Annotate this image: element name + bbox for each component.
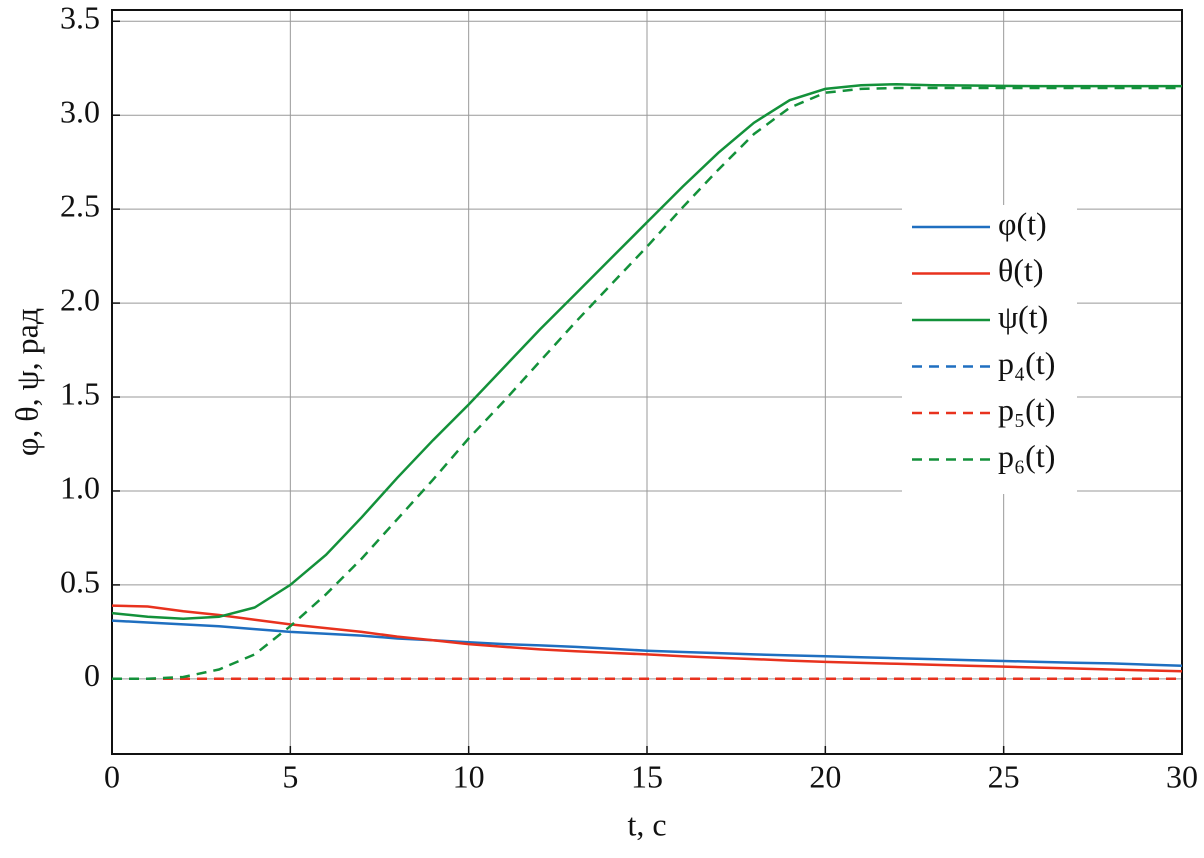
plot-frame xyxy=(111,9,1183,755)
legend-label: p₅(t) xyxy=(998,391,1055,427)
y-tick-label: 3.0 xyxy=(60,94,100,130)
x-tick-label: 30 xyxy=(1166,758,1198,794)
y-tick-label: 0 xyxy=(84,657,100,693)
series-line xyxy=(111,604,1183,673)
y-axis-label: φ, θ, ψ, рад xyxy=(8,308,44,456)
series-line xyxy=(111,82,1182,620)
x-tick-label: 10 xyxy=(453,758,485,794)
legend-box xyxy=(902,205,1077,494)
x-tick-label: 15 xyxy=(631,758,663,794)
x-axis-label: t, с xyxy=(627,806,666,842)
legend-label: φ(t) xyxy=(998,205,1047,241)
y-tick-label: 1.0 xyxy=(60,469,100,505)
legend-label: ψ(t) xyxy=(998,298,1048,334)
y-tick-label: 2.0 xyxy=(60,281,100,317)
legend-label: θ(t) xyxy=(998,252,1044,288)
x-tick-label: 0 xyxy=(104,758,120,794)
x-tick-label: 25 xyxy=(988,758,1020,794)
y-tick-label: 2.5 xyxy=(60,187,100,223)
y-tick-label: 0.5 xyxy=(60,563,100,599)
x-tick-label: 20 xyxy=(809,758,841,794)
legend-label: p₆(t) xyxy=(998,438,1055,474)
x-tick-label: 5 xyxy=(282,758,298,794)
series-line xyxy=(111,619,1183,667)
y-tick-label: 1.5 xyxy=(60,375,100,411)
y-tick-label: 3.5 xyxy=(60,0,100,36)
legend-label: p₄(t) xyxy=(998,345,1055,381)
series-line xyxy=(112,86,1182,681)
